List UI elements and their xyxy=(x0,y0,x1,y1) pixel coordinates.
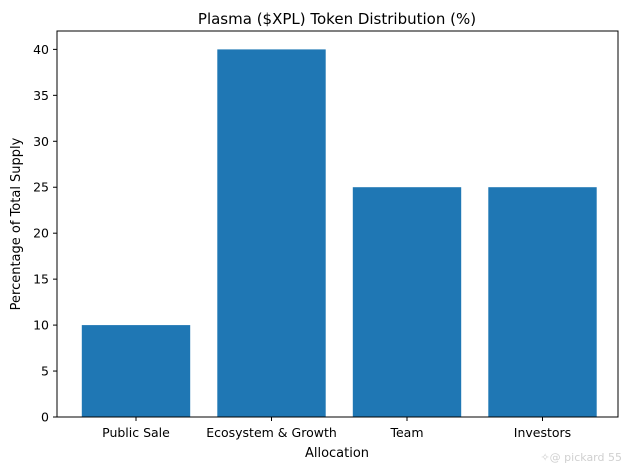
y-tick-label-8: 40 xyxy=(33,42,49,57)
y-tick-label-4: 20 xyxy=(33,226,49,241)
x-tick-label-3: Investors xyxy=(514,425,571,440)
y-tick-label-0: 0 xyxy=(41,410,49,425)
plot-area: Public Sale Ecosystem & Growth Team Investo… xyxy=(33,42,597,440)
y-tick-label-2: 10 xyxy=(33,318,49,333)
y-tick-label-7: 35 xyxy=(33,88,49,103)
y-tick-label-3: 15 xyxy=(33,272,49,287)
bar-0 xyxy=(81,325,191,417)
chart-title: Plasma ($XPL) Token Distribution (%) xyxy=(198,10,476,28)
x-tick-label-0: Public Sale xyxy=(102,425,170,440)
y-tick-label-6: 30 xyxy=(33,134,49,149)
y-axis-label: Percentage of Total Supply xyxy=(9,137,24,310)
x-axis-label: Allocation xyxy=(305,446,369,461)
bar-1 xyxy=(217,49,326,418)
y-tick-label-5: 25 xyxy=(33,180,49,195)
bar-2 xyxy=(352,187,462,417)
watermark: ✧@ pickard 55 xyxy=(540,451,622,464)
bar-3 xyxy=(488,187,597,417)
plot-frame xyxy=(56,30,619,418)
x-tick-label-1: Ecosystem & Growth xyxy=(206,425,337,440)
x-tick-label-2: Team xyxy=(389,425,423,440)
y-tick-label-1: 5 xyxy=(41,364,49,379)
